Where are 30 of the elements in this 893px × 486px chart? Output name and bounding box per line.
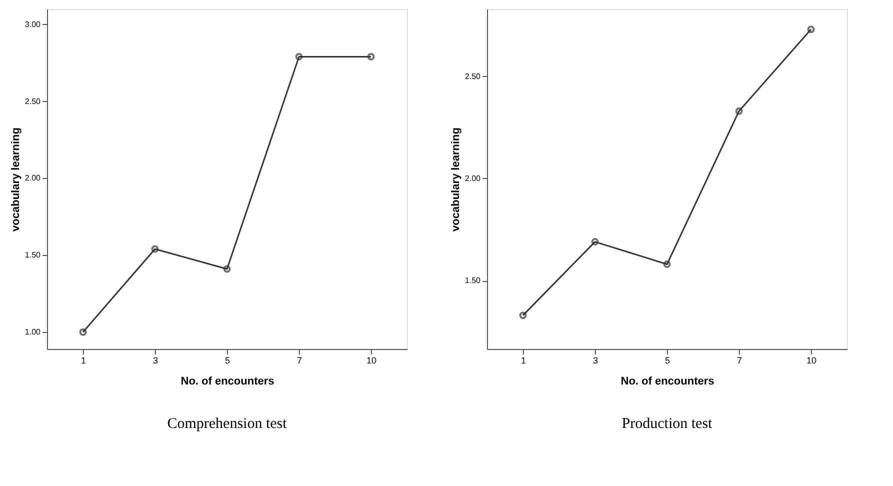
y-axis-title: vocabulary learning bbox=[450, 128, 462, 232]
point bbox=[663, 260, 671, 268]
y-tick-label: 3.00 bbox=[24, 20, 42, 29]
point bbox=[151, 245, 159, 253]
point bbox=[223, 265, 231, 273]
y-tick-label: 2.50 bbox=[24, 96, 42, 106]
x-axis-title: No. of encounters bbox=[180, 376, 274, 388]
x-tick-label: 10 bbox=[366, 356, 377, 366]
y-tick-label: 1.00 bbox=[24, 328, 42, 337]
x-tick-label: 5 bbox=[224, 356, 230, 366]
x-tick-label: 7 bbox=[296, 356, 302, 366]
text: Comprehension test bbox=[167, 416, 288, 432]
y-tick-label: 1.50 bbox=[24, 250, 42, 260]
text: Production test bbox=[622, 416, 714, 432]
x-tick-label: 7 bbox=[736, 356, 742, 366]
y-tick-label: 1.50 bbox=[464, 276, 482, 286]
x-tick-label: 5 bbox=[664, 356, 670, 366]
point bbox=[735, 107, 743, 115]
y-tick-label: 2.00 bbox=[24, 174, 42, 183]
point bbox=[295, 52, 303, 60]
x-tick-label: 3 bbox=[592, 356, 598, 366]
x-tick-label: 1 bbox=[520, 356, 526, 366]
x-tick-label: 1 bbox=[80, 356, 86, 366]
x-axis-title: No. of encounters bbox=[620, 376, 714, 388]
y-tick-label: 2.50 bbox=[464, 72, 482, 81]
y-axis-title: vocabulary learning bbox=[10, 128, 22, 232]
point bbox=[591, 238, 599, 246]
y-tick-label: 2.00 bbox=[464, 174, 482, 183]
x-tick-label: 10 bbox=[806, 356, 817, 366]
x-tick-label: 3 bbox=[152, 356, 158, 366]
